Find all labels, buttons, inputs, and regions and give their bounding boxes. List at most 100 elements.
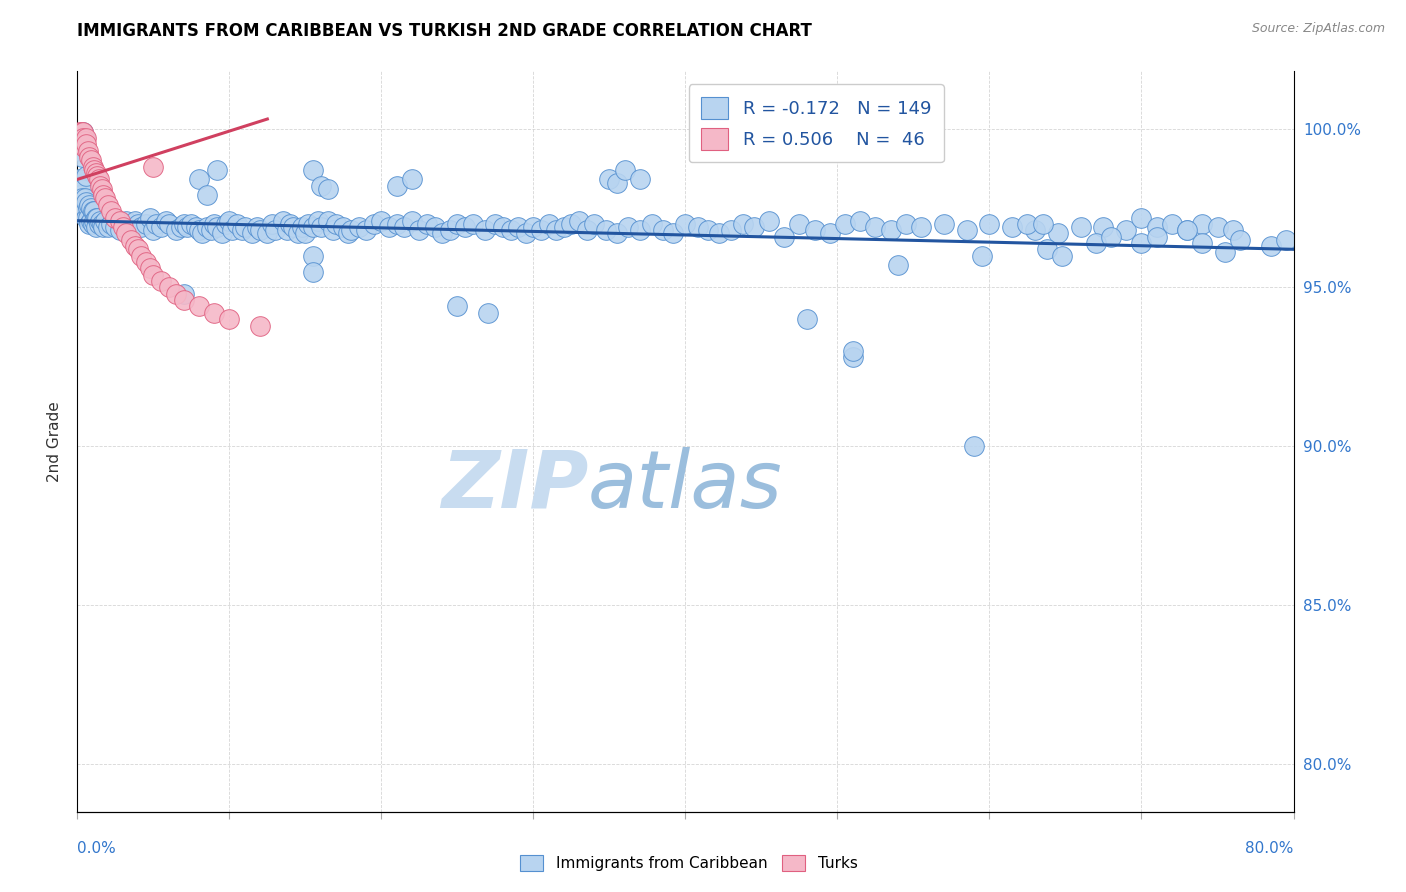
Point [139,211,162,225]
Point [789,217,811,231]
Point [195,188,218,202]
Point [340,223,363,237]
Point [97,198,120,212]
Point [86,169,108,184]
Point [73,201,96,215]
Point [628,172,651,186]
Point [72,131,94,145]
Point [302,162,325,177]
Point [97,220,120,235]
Point [575,223,598,237]
Point [157,217,180,231]
Point [294,227,316,241]
Point [75,169,97,184]
Point [173,286,195,301]
Point [841,351,863,365]
Point [80,153,103,168]
Point [970,249,993,263]
Point [69,137,91,152]
Point [423,220,446,235]
Point [188,223,211,237]
Point [145,217,167,231]
Point [1213,245,1236,260]
Point [135,217,157,231]
Point [188,300,211,314]
Point [742,220,765,235]
Point [1206,220,1229,235]
Point [180,217,202,231]
Point [758,213,780,227]
Point [1052,249,1074,263]
Point [849,213,872,227]
Point [887,258,910,272]
Point [1191,235,1213,250]
Point [1222,223,1244,237]
Point [70,131,93,145]
Point [287,227,309,241]
Point [307,213,329,227]
Point [135,255,157,269]
Point [553,220,575,235]
Point [115,213,138,227]
Point [1032,217,1054,231]
Point [83,162,105,177]
Point [77,144,100,158]
Point [124,239,146,253]
Point [354,223,377,237]
Point [79,198,101,212]
Point [202,306,225,320]
Point [302,220,325,235]
Point [84,211,107,225]
Point [385,217,408,231]
Point [90,217,112,231]
Point [70,125,93,139]
Point [90,182,112,196]
Point [82,217,104,231]
Point [1099,229,1122,244]
Point [865,220,887,235]
Point [932,217,955,231]
Point [385,178,408,193]
Point [69,131,91,145]
Point [70,182,93,196]
Point [1146,229,1168,244]
Text: ZIP: ZIP [440,447,588,525]
Text: atlas: atlas [588,447,783,525]
Point [1260,239,1282,253]
Point [142,160,165,174]
Point [75,194,97,209]
Point [176,220,198,235]
Point [69,144,91,158]
Point [568,213,591,227]
Point [264,223,287,237]
Point [606,176,628,190]
Y-axis label: 2nd Grade: 2nd Grade [46,401,62,482]
Point [165,286,187,301]
Point [87,172,110,186]
Point [72,125,94,139]
Point [522,220,544,235]
Point [1191,217,1213,231]
Point [80,213,103,227]
Point [1024,223,1046,237]
Point [205,162,228,177]
Point [492,220,515,235]
Point [218,213,240,227]
Point [628,223,651,237]
Point [108,223,131,237]
Point [173,293,195,307]
Legend: Immigrants from Caribbean, Turks: Immigrants from Caribbean, Turks [515,849,863,877]
Point [606,227,628,241]
Point [104,211,127,225]
Point [662,227,685,241]
Point [205,220,228,235]
Point [834,217,856,231]
Point [165,223,187,237]
Point [75,137,97,152]
Point [184,220,207,235]
Point [72,125,94,139]
Point [401,213,423,227]
Point [260,217,283,231]
Text: Source: ZipAtlas.com: Source: ZipAtlas.com [1251,22,1385,36]
Point [233,220,256,235]
